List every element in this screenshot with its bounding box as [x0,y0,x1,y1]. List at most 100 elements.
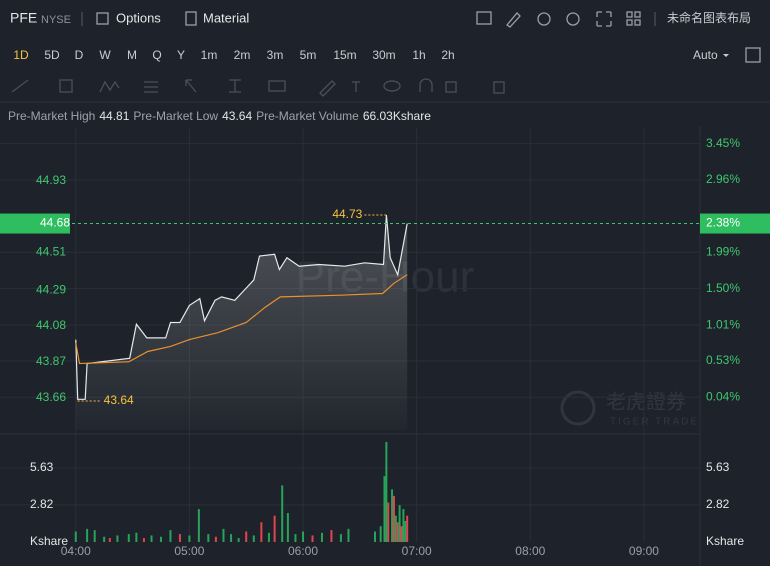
volume-bar [396,522,399,542]
volume-bar [339,534,342,542]
volume-bar [379,526,382,542]
volume-bar [404,520,407,542]
volume-unit: Kshare [706,534,744,548]
volume-bar [230,534,233,542]
timeframe[interactable]: 1m [201,48,218,62]
volume-bar [252,535,255,542]
volume-bar [406,515,409,542]
last-price-box [0,213,70,234]
volume-tick-label: 5.63 [706,460,730,474]
volume-bar [398,505,401,542]
icon[interactable] [566,12,580,26]
options-button[interactable]: Options [116,10,161,25]
y2-tick-label: 2.96% [706,172,740,186]
tool[interactable] [319,80,336,97]
volume-bar [197,509,200,542]
timeframe[interactable]: 1h [412,48,425,62]
tool[interactable] [99,80,120,93]
tool[interactable] [144,81,158,93]
volume-bar [302,531,305,542]
toolbar-icons [476,11,641,28]
timeframe[interactable]: 2m [234,48,251,62]
volume-bar [169,530,172,542]
icon[interactable] [634,19,641,26]
volume-bar [178,534,181,542]
timeframe[interactable]: W [99,48,111,62]
volume-bar [320,532,323,542]
volume-tick-label: 2.82 [30,497,54,511]
icon[interactable] [537,12,551,26]
icon[interactable] [476,11,492,25]
y2-tick-label: 1.50% [706,281,740,295]
volume-bar [385,441,388,542]
info-label: Pre-Market Low [133,109,218,123]
tool[interactable] [493,81,505,94]
layout-name[interactable]: 未命名图表布局 [667,10,751,25]
y2-tick-label: 3.45% [706,136,740,150]
y-tick-label: 43.87 [36,354,66,368]
x-tick-label: 06:00 [288,544,318,558]
drawing-tools [11,78,505,97]
tool[interactable] [229,79,241,93]
info-value: 66.03Kshare [363,109,431,123]
annotation-label: 43.64 [104,393,134,407]
volume-bar [150,535,153,542]
average-line [75,274,408,365]
fullscreen-icon[interactable] [745,47,761,63]
info-value: 43.64 [222,109,252,123]
info-bar: Pre-Market High 44.81 Pre-Market Low 43.64 P… [8,109,431,123]
x-tick-label: 09:00 [629,544,659,558]
tool[interactable] [268,80,286,92]
volume-bar [159,536,162,542]
x-tick-label: 07:00 [402,544,432,558]
timeframe[interactable]: 1D [13,48,29,62]
material-button[interactable]: Material [203,10,249,25]
tool[interactable] [59,79,73,93]
tool[interactable] [185,79,197,93]
icon[interactable] [596,11,612,27]
volume-bar [222,528,225,542]
volume-bar [273,515,276,542]
icon[interactable] [626,11,633,18]
timeframe[interactable]: 5D [44,48,60,62]
volume-bar [74,531,77,542]
icon[interactable] [626,19,633,26]
volume-bar [127,534,130,542]
tool[interactable] [419,78,433,92]
volume-bar [392,495,395,542]
volume-bar [347,528,350,542]
last-price-label: 44.68 [40,216,70,230]
volume-tick-label: 2.82 [706,497,730,511]
timeframe[interactable]: 3m [267,48,284,62]
timeframe[interactable]: 30m [372,48,395,62]
exchange: NYSE [41,14,71,26]
timeframe[interactable]: 15m [333,48,356,62]
timeframe[interactable]: 5m [300,48,317,62]
volume-bar [116,535,119,542]
volume-bar [374,531,376,542]
tool[interactable] [352,81,360,92]
icon[interactable] [506,12,521,28]
volume-bar [400,526,403,542]
symbol[interactable]: PFE [10,10,37,26]
volume-bar [391,489,394,542]
tool[interactable] [383,80,401,92]
timeframe[interactable]: 2h [441,48,454,62]
icon[interactable] [634,11,641,18]
price-line [75,214,408,400]
timeframe[interactable]: Y [177,48,185,62]
volume-bar [402,509,405,542]
tool[interactable] [445,81,457,93]
y2-tick-label: 0.53% [706,353,740,367]
x-tick-label: 05:00 [174,544,204,558]
volume-bar [311,535,314,542]
volume-bar [387,502,390,542]
timeframe[interactable]: Q [152,48,161,62]
scale-mode[interactable]: Auto [693,48,718,62]
dropdown-arrow [723,54,729,57]
y-tick-label: 43.66 [36,390,66,404]
tool[interactable] [11,79,29,93]
timeframe[interactable]: D [75,48,84,62]
last-change-box [700,213,770,234]
timeframe[interactable]: M [127,48,137,62]
